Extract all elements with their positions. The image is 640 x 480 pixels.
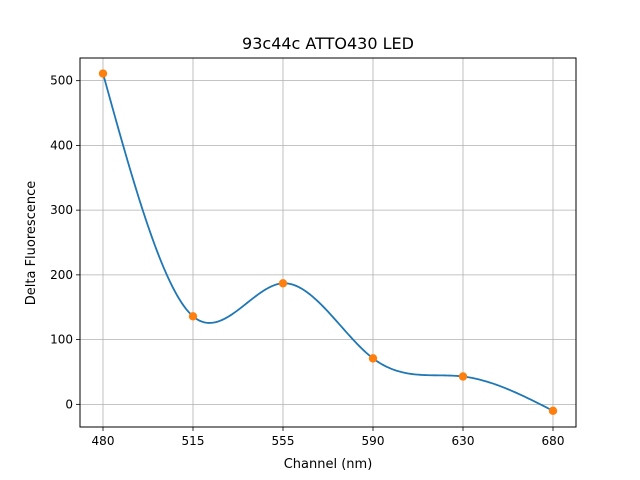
x-tick-label: 480 bbox=[92, 434, 115, 448]
y-tick-label: 0 bbox=[65, 397, 73, 411]
data-point bbox=[548, 406, 558, 416]
x-tick-label: 555 bbox=[272, 434, 295, 448]
y-tick-label: 100 bbox=[50, 333, 73, 347]
x-tick-label: 680 bbox=[542, 434, 565, 448]
smooth-curve bbox=[102, 73, 554, 412]
y-axis-label: Delta Fluorescence bbox=[24, 181, 39, 305]
y-tick-label: 400 bbox=[50, 138, 73, 152]
chart-title: 93c44c ATTO430 LED bbox=[242, 34, 414, 53]
x-tick-label: 590 bbox=[362, 434, 385, 448]
x-axis-label: Channel (nm) bbox=[284, 457, 373, 472]
plot-frame bbox=[79, 57, 577, 428]
data-point bbox=[278, 279, 288, 288]
data-points bbox=[98, 69, 558, 416]
grid bbox=[80, 58, 576, 427]
data-point bbox=[98, 69, 108, 78]
data-point bbox=[458, 372, 468, 381]
data-point bbox=[368, 354, 378, 363]
y-tick-label: 300 bbox=[50, 203, 73, 217]
data-point bbox=[188, 312, 198, 321]
y-tick-label: 500 bbox=[50, 74, 73, 88]
y-tick-label: 200 bbox=[50, 268, 73, 282]
ticks: 480 515 555 590 630 680 0 100 200 300 400 500 bbox=[50, 74, 564, 448]
x-tick-label: 630 bbox=[452, 434, 475, 448]
x-tick-label: 515 bbox=[182, 434, 205, 448]
